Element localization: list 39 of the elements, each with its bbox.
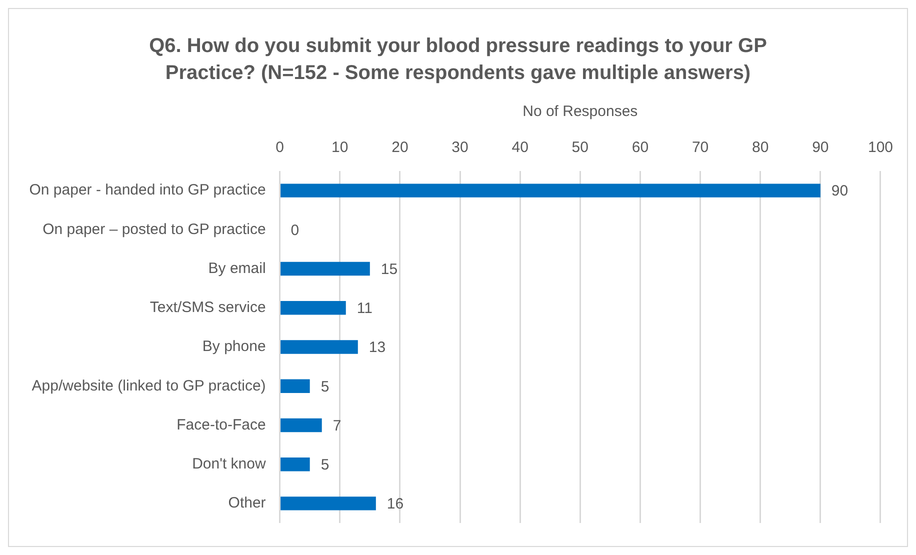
x-tick-label: 30 bbox=[452, 139, 468, 156]
y-tick-label: Other bbox=[228, 494, 266, 512]
x-tick-label: 90 bbox=[812, 139, 829, 156]
bar bbox=[280, 301, 346, 315]
data-label: 15 bbox=[380, 260, 398, 278]
y-tick-label: By email bbox=[208, 260, 266, 277]
y-tick-label: App/website (linked to GP practice) bbox=[32, 377, 266, 394]
x-axis-title: No of Responses bbox=[522, 103, 638, 120]
data-label: 5 bbox=[320, 456, 330, 474]
bar bbox=[280, 418, 322, 432]
data-label: 13 bbox=[368, 339, 386, 356]
x-tick-label: 50 bbox=[572, 139, 588, 156]
x-tick-label: 0 bbox=[276, 139, 284, 156]
data-label: 90 bbox=[831, 182, 848, 200]
data-label: 5 bbox=[320, 378, 330, 396]
x-tick-label: 80 bbox=[752, 139, 769, 156]
x-tick-label: 70 bbox=[692, 139, 709, 156]
data-label: 7 bbox=[332, 417, 342, 434]
data-label: 11 bbox=[356, 300, 372, 318]
x-tick-label: 60 bbox=[632, 139, 649, 156]
bar bbox=[280, 340, 358, 354]
data-label: 0 bbox=[290, 222, 300, 239]
chart-title: Q6. How do you submit your blood pressure readings to your GP Practice? (N=152 - Some respondents gave multiple answers) bbox=[148, 34, 768, 86]
y-tick-label: Don't know bbox=[192, 455, 266, 472]
y-tick-label: Text/SMS service bbox=[150, 299, 266, 316]
x-tick-label: 10 bbox=[332, 139, 348, 156]
y-tick-label: On paper – posted to GP practice bbox=[42, 220, 266, 238]
x-tick-label: 20 bbox=[392, 139, 408, 156]
y-tick-label: Face-to-Face bbox=[176, 416, 266, 434]
bar bbox=[280, 457, 310, 472]
bar bbox=[280, 379, 310, 393]
y-tick-label: By phone bbox=[202, 338, 266, 356]
data-label: 16 bbox=[386, 496, 404, 513]
bar bbox=[280, 184, 820, 198]
bar bbox=[280, 262, 370, 276]
y-tick-label: On paper - handed into GP practice bbox=[29, 182, 266, 199]
bar bbox=[280, 496, 376, 510]
x-tick-label: 100 bbox=[868, 139, 893, 156]
x-tick-label: 40 bbox=[512, 139, 528, 156]
